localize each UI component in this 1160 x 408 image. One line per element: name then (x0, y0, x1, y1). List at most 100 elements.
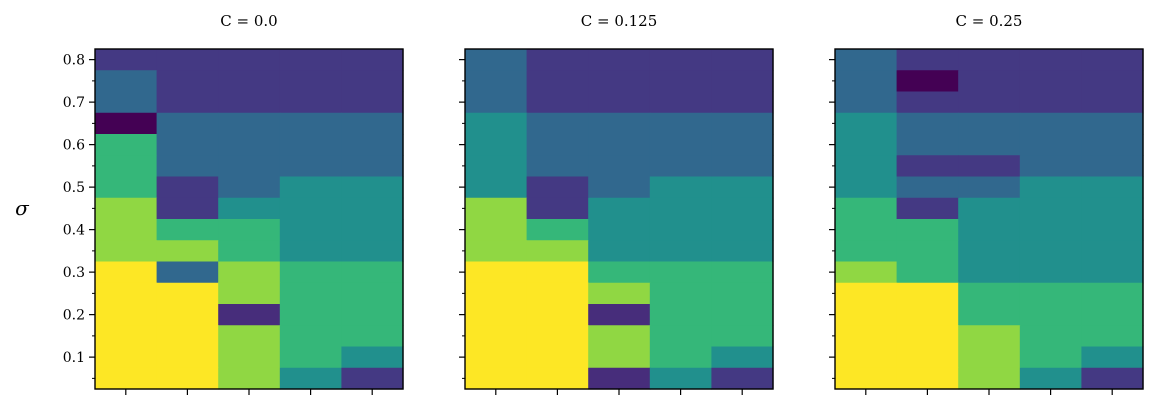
heatmap-cell (896, 176, 959, 199)
heatmap-cell (588, 325, 651, 348)
heatmap-cell (341, 261, 404, 284)
heatmap-cell (465, 70, 528, 93)
heatmap-cell (711, 346, 774, 369)
heatmap-cell (1019, 282, 1082, 305)
heatmap-cell (279, 367, 342, 390)
heatmap-cell (711, 49, 774, 71)
heatmap-cell (835, 282, 898, 305)
heatmap-cell (218, 70, 281, 93)
heatmap-cell (526, 112, 589, 135)
heatmap-cell (218, 367, 281, 390)
heatmap-cell (341, 70, 404, 93)
panel-title: C = 0.0 (220, 12, 277, 30)
heatmap-cell (711, 282, 774, 305)
heatmap-cell (896, 134, 959, 156)
heatmap-cell (279, 219, 342, 241)
heatmap-cell (465, 261, 528, 284)
heatmap-cell (1081, 367, 1144, 390)
y-tick-label: 0.7 (63, 95, 85, 111)
heatmap-cell (465, 91, 528, 114)
heatmap-cell (835, 367, 898, 390)
heatmap-cell (1081, 346, 1144, 369)
heatmap-cell (341, 325, 404, 348)
heatmap-cell (218, 197, 281, 220)
panel-2: C = 0.125 (459, 12, 774, 395)
heatmap-cell (649, 91, 712, 114)
heatmap-cell (156, 70, 219, 93)
heatmap-cell (1019, 346, 1082, 369)
heatmap-cell (95, 346, 158, 369)
heatmap-cell (896, 155, 959, 178)
heatmap-cell (588, 91, 651, 114)
heatmap-cell (649, 261, 712, 284)
heatmap-cell (711, 112, 774, 135)
heatmap-cell (1081, 176, 1144, 199)
heatmap-cell (156, 112, 219, 135)
heatmap-cell (95, 325, 158, 348)
heatmap-cell (649, 325, 712, 348)
heatmap-cell (341, 240, 404, 263)
heatmap-cell (588, 282, 651, 305)
heatmap-cell (526, 325, 589, 348)
heatmap-cell (711, 304, 774, 326)
y-tick-label: 0.8 (63, 53, 85, 69)
heatmap-cell (1081, 197, 1144, 220)
heatmap-cell (156, 282, 219, 305)
heatmap-cell (958, 91, 1021, 114)
heatmap-cell (711, 261, 774, 284)
heatmap-cell (958, 219, 1021, 241)
y-tick-label: 0.5 (63, 180, 85, 196)
heatmap-cell (465, 197, 528, 220)
heatmap-cell (588, 197, 651, 220)
heatmap-cell (95, 134, 158, 156)
heatmap-cell (95, 49, 158, 71)
heatmap-cell (958, 155, 1021, 178)
heatmap-cell (279, 197, 342, 220)
heatmap-cell (1019, 304, 1082, 326)
heatmap-cell (711, 197, 774, 220)
panel-title: C = 0.25 (956, 12, 1023, 30)
heatmap-cell (711, 134, 774, 156)
heatmap-cell (958, 134, 1021, 156)
heatmap-cell (465, 282, 528, 305)
heatmap-cell (835, 261, 898, 284)
heatmap-cell (526, 346, 589, 369)
heatmap-cell (711, 240, 774, 263)
heatmap-cell (95, 240, 158, 263)
heatmap-cell (341, 219, 404, 241)
heatmap-cell (896, 240, 959, 263)
heatmap-cell (1081, 155, 1144, 178)
heatmap-cell (835, 49, 898, 71)
heatmap-cell (341, 197, 404, 220)
heatmap-cell (896, 197, 959, 220)
heatmap-cell (896, 304, 959, 326)
heatmap-cell (218, 261, 281, 284)
heatmap-cell (1019, 49, 1082, 71)
heatmap-cell (526, 282, 589, 305)
heatmap-cell (341, 155, 404, 178)
heatmap-cell (896, 346, 959, 369)
heatmap-cell (1019, 70, 1082, 93)
panel-1: C = 0.0 0.1 0.2 0.3 0.4 0.5 0.6 0.7 0.8 (63, 12, 404, 395)
heatmap-cell (958, 70, 1021, 93)
heatmap-cell (465, 219, 528, 241)
heatmap-cell (526, 49, 589, 71)
heatmap-cell (465, 134, 528, 156)
heatmap-cell (896, 367, 959, 390)
heatmap-cell (1019, 112, 1082, 135)
heatmap-cell (835, 304, 898, 326)
heatmap-cell (526, 304, 589, 326)
heatmap-cell (711, 219, 774, 241)
heatmap-cell (1019, 261, 1082, 284)
heatmap-cell (465, 176, 528, 199)
heatmap-cell (958, 367, 1021, 390)
heatmap-cell (958, 240, 1021, 263)
heatmap-cell (218, 325, 281, 348)
heatmap-cell (588, 219, 651, 241)
y-tick-label: 0.1 (63, 350, 85, 366)
heatmap-cell (588, 134, 651, 156)
heatmap-cell (95, 197, 158, 220)
heatmap-cell (896, 112, 959, 135)
heatmap-cell (958, 176, 1021, 199)
heatmap-cell (341, 134, 404, 156)
